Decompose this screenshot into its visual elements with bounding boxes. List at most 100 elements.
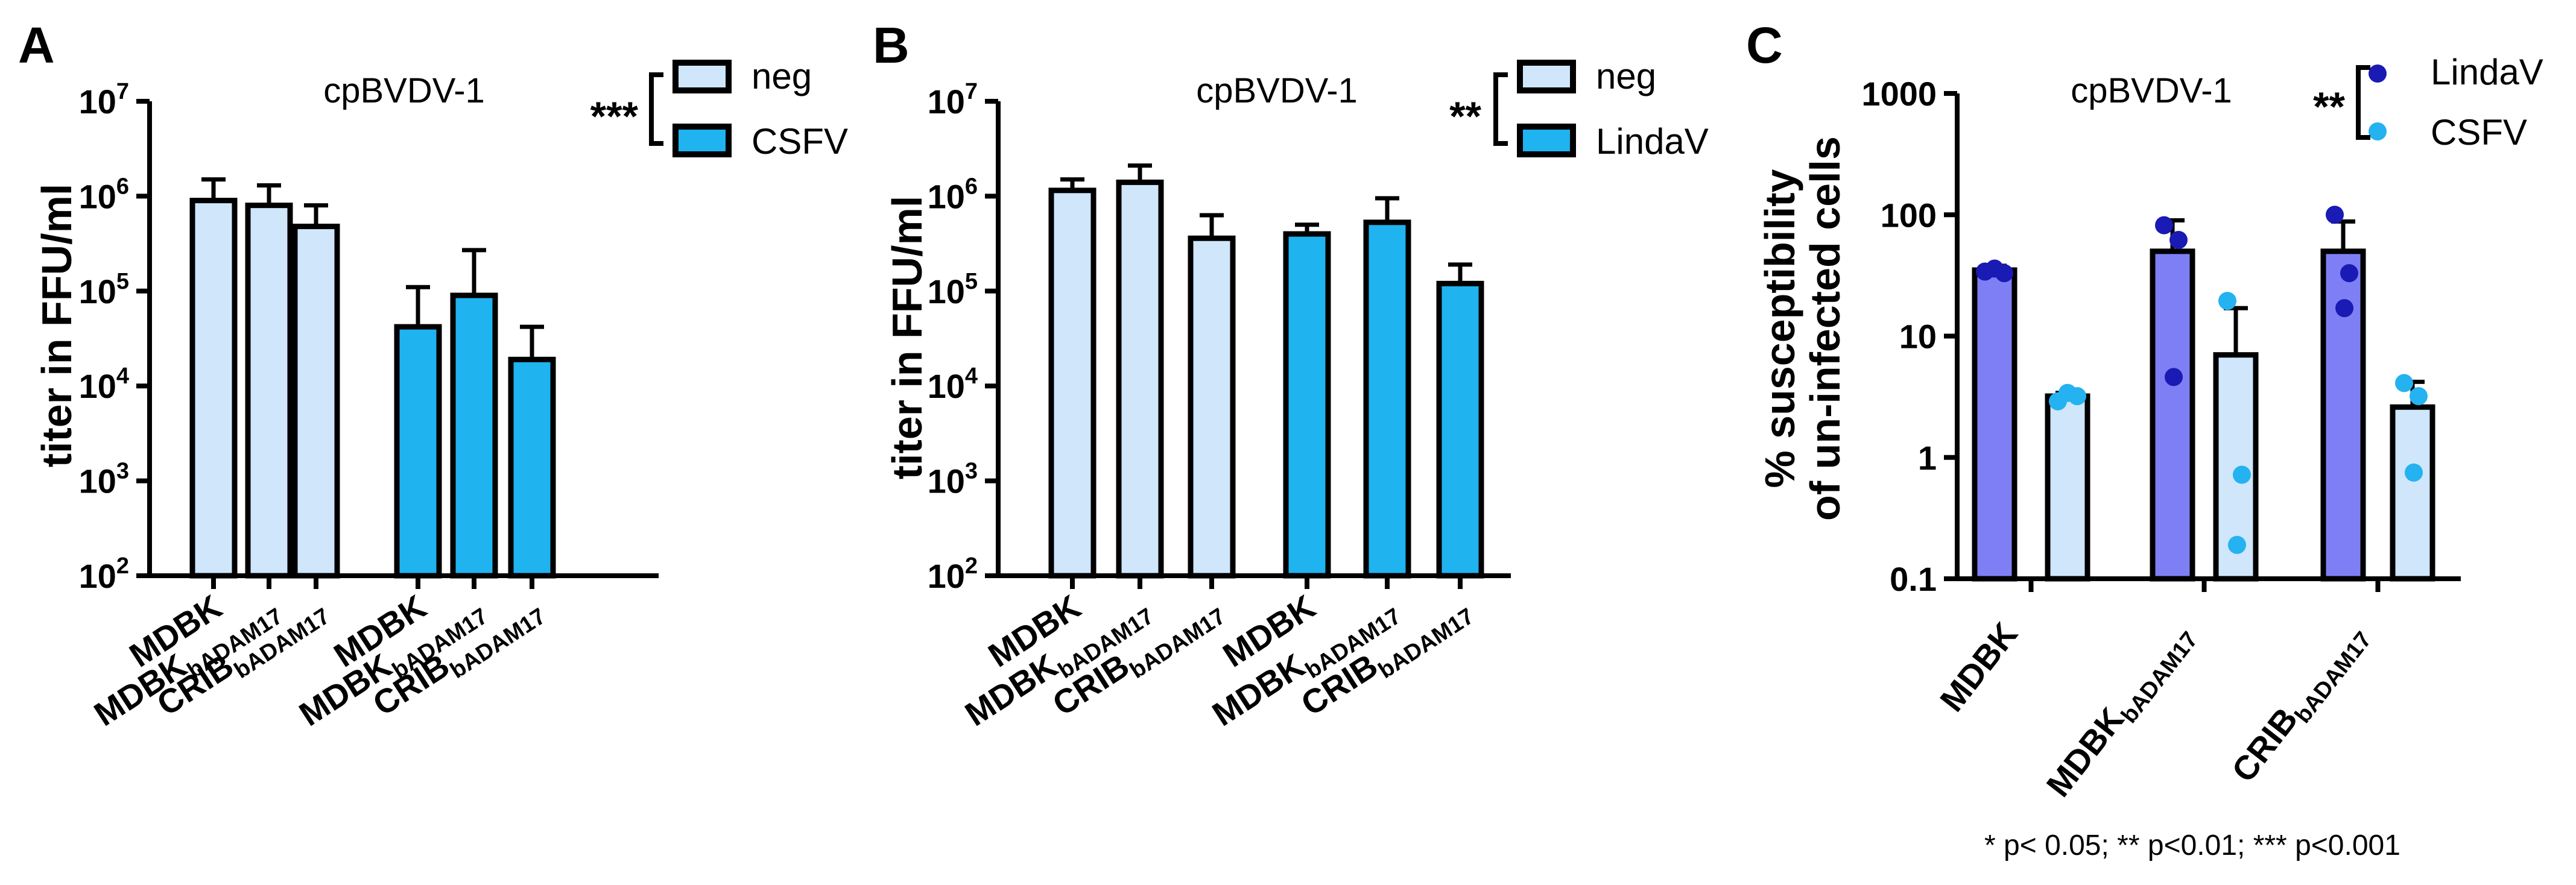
panel-c-point-lindav — [2155, 216, 2173, 235]
panel-a-y-tick-label: 105 — [79, 269, 129, 310]
panel-a-y-tick-label: 107 — [79, 79, 129, 121]
panel-a-bar-csfv-mdbk — [394, 324, 442, 579]
panel-c-legend: LindaV CSFV ** — [2313, 52, 2543, 153]
panel-a-y-ticks: 102 103 104 105 106 107 — [79, 79, 129, 595]
panel-c-y-tick-label: 1000 — [1861, 75, 1937, 113]
panel-c-x-tick-label: MDBK — [1932, 616, 2025, 719]
panel-b-title: cpBVDV-1 — [1196, 71, 1358, 110]
panel-a-x-ticks: MDBK MDBKbADAM17 CRIBbADAM17 MDBK MDBKbA… — [87, 587, 551, 733]
panel-b-bar-neg-mdbk — [1048, 187, 1097, 579]
panel-c-point-lindav — [2335, 299, 2353, 318]
panel-a-significance: *** — [590, 93, 639, 139]
panel-a-error-bar — [462, 248, 486, 296]
panel-a-axes — [136, 99, 659, 589]
significance-footnote: * p< 0.05; ** p<0.01; *** p<0.001 — [1984, 830, 2400, 861]
panel-b-y-tick-label: 102 — [928, 553, 978, 595]
panel-c-y-tick-label: 10 — [1899, 318, 1937, 356]
panel-b-bar-neg-crib-badam17 — [1188, 235, 1236, 579]
panel-b-legend-swatch-neg — [1517, 60, 1576, 93]
panel-c-significance: ** — [2313, 84, 2345, 130]
panel-c-error-bar — [2331, 219, 2355, 251]
panel-c-error-bar — [2224, 306, 2248, 355]
panel-b-error-bar — [1128, 163, 1152, 183]
panel-c-y-tick-label: 0.1 — [1890, 560, 1937, 598]
panel-a-y-tick-label: 106 — [79, 174, 129, 215]
panel-c-y-axis-label-line1: % susceptibility — [1756, 169, 1803, 488]
panel-c-title: cpBVDV-1 — [2071, 71, 2232, 110]
panel-c-point-csfv — [2405, 463, 2423, 482]
panel-c-point-lindav — [1995, 264, 2013, 283]
panel-b-bar-neg-mdbk-badam17 — [1116, 179, 1164, 579]
panel-a-legend: neg CSFV *** — [590, 56, 848, 162]
panel-c-point-csfv — [2228, 535, 2246, 554]
panel-b-error-bar — [1295, 222, 1319, 235]
panel-b-y-tick-label: 106 — [928, 174, 978, 215]
panel-b-bar-lindav-mdbk — [1283, 231, 1331, 579]
panel-c-legend-marker-lindav — [2369, 65, 2387, 83]
panel-c-point-lindav — [2326, 206, 2344, 224]
panel-c-y-axis-label-line2: of un-infected cells — [1802, 136, 1849, 521]
panel-a-legend-label-neg: neg — [752, 56, 812, 96]
panel-b-label: B — [873, 17, 910, 74]
panel-b-error-bars — [1060, 163, 1472, 284]
panel-b-error-bar — [1200, 213, 1224, 239]
panel-c-point-csfv — [2068, 387, 2086, 406]
panel-c-y-tick-label: 1 — [1918, 439, 1937, 477]
panel-c: C % susceptibility of un-infected cells … — [1746, 17, 2543, 808]
panel-a-error-bar — [257, 183, 281, 206]
panel-c-point-lindav — [2169, 231, 2188, 250]
panel-c-bar-csfv-crib-badam17 — [2390, 404, 2435, 582]
panel-a-label: A — [18, 17, 55, 74]
panel-a-error-bar — [406, 285, 430, 327]
panel-c-x-tick-label: MDBKbADAM17 — [2039, 616, 2203, 808]
panel-c-legend-label-csfv: CSFV — [2431, 112, 2527, 153]
panel-a-error-bar — [201, 177, 226, 201]
panel-b-error-bar — [1375, 196, 1399, 222]
panel-b-significance-bracket — [1493, 72, 1508, 146]
panel-a-legend-label-csfv: CSFV — [752, 121, 848, 162]
panel-a-bar-csfv-mdbk-badam17 — [450, 292, 498, 579]
panel-c-points — [1976, 206, 2428, 554]
panel-a-bar-csfv-crib-badam17 — [508, 356, 556, 579]
panel-b-bar-lindav-mdbk-badam17 — [1363, 219, 1411, 579]
panel-c-axes — [1944, 91, 2461, 592]
panel-a-bar-neg-crib-badam17 — [292, 224, 340, 579]
panel-b-legend-swatch-lindav — [1517, 124, 1576, 157]
panel-b-error-bar — [1060, 177, 1084, 191]
panel-a-error-bar — [304, 203, 328, 227]
panel-b-y-ticks: 102 103 104 105 106 107 — [928, 79, 978, 595]
panel-b-y-tick-label: 103 — [928, 459, 978, 500]
panel-c-point-csfv — [2218, 292, 2236, 310]
panel-c-point-csfv — [2395, 374, 2413, 392]
panel-b-y-axis-label: titer in FFU/ml — [884, 196, 931, 480]
panel-c-significance-bracket — [2356, 65, 2370, 140]
panel-c-x-tick-label: CRIBbADAM17 — [2224, 616, 2377, 793]
panel-b-y-tick-label: 105 — [928, 269, 978, 310]
panel-c-y-ticks: 0.1 1 10 100 1000 — [1861, 75, 1937, 598]
panel-a-bar-neg-mdbk-badam17 — [245, 203, 293, 579]
panel-a-y-tick-label: 103 — [79, 459, 129, 500]
panel-a-error-bar — [520, 324, 544, 360]
panel-c-label: C — [1746, 17, 1783, 74]
panel-a-y-axis-label: titer in FFU/ml — [33, 184, 80, 468]
panel-a-bar-neg-mdbk — [189, 198, 238, 579]
panel-c-bar-lindav-mdbk — [1972, 267, 2017, 582]
panel-a-y-tick-label: 102 — [79, 553, 129, 595]
panel-c-x-ticks: MDBK MDBKbADAM17 CRIBbADAM17 — [1932, 616, 2377, 808]
panel-c-legend-marker-csfv — [2369, 122, 2387, 140]
panel-a-legend-swatch-neg — [672, 60, 732, 93]
panel-b-axes — [985, 99, 1511, 589]
panel-b-y-tick-label: 104 — [928, 364, 978, 405]
panel-a-significance-bracket — [649, 72, 663, 146]
panel-b-legend-label-neg: neg — [1596, 56, 1656, 96]
panel-b-error-bar — [1448, 262, 1472, 284]
panel-c-bar-lindav-mdbk-badam17 — [2150, 248, 2195, 582]
panel-a-legend-swatch-csfv — [672, 124, 732, 157]
panel-a-error-bars — [201, 177, 544, 360]
panel-a: A titer in FFU/ml cpBVDV-1 102 103 104 1… — [18, 17, 848, 733]
panel-b-x-ticks: MDBK MDBKbADAM17 CRIBbADAM17 MDBK MDBKbA… — [958, 587, 1479, 733]
panel-a-bars — [189, 198, 556, 579]
panel-c-point-lindav — [2165, 368, 2183, 386]
panel-c-point-csfv — [2410, 387, 2428, 406]
